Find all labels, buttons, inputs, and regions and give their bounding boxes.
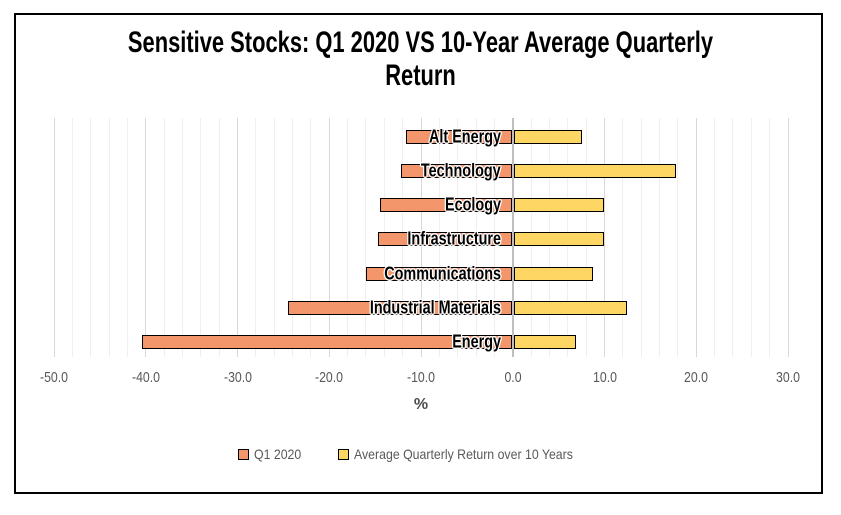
gridline [218, 118, 220, 357]
gridline [71, 118, 73, 357]
gridline [237, 118, 238, 357]
gridline [347, 118, 349, 357]
legend-swatch-average-return [337, 448, 349, 460]
gridline [328, 118, 330, 357]
chart-title-line-1: Sensitive Stocks: Q1 2020 VS 10-Year Ave… [127, 26, 714, 59]
bar-q1-2020-energy [142, 334, 512, 349]
gridline [273, 118, 275, 357]
gridline [145, 118, 147, 357]
legend: Q1 2020 Average Quarterly Return over 10… [0, 446, 841, 462]
gridline [604, 118, 605, 357]
zero-gridline [511, 118, 514, 357]
category-label-infrastructure: Infrastructure [407, 228, 501, 249]
gridline [714, 118, 716, 357]
x-tick-label-30.0: 30.0 [776, 369, 800, 386]
x-tick-label-0.0: 0.0 [504, 369, 522, 386]
plot-area: Alt Energy Technology Ecology Infrastructur… [53, 118, 789, 357]
gridline [695, 118, 697, 357]
bar-average-quarterly-return-over-10-years-ecology [513, 198, 604, 213]
x-axis-title: % [413, 396, 429, 413]
bar-q1-2020-industrial-materials [287, 300, 512, 315]
bar-average-quarterly-return-over-10-years-infrastructure [513, 232, 604, 247]
category-label-technology: Technology [421, 160, 501, 181]
gridline [677, 118, 679, 357]
legend-label-average-return: Average Quarterly Return over 10 Years [353, 446, 573, 462]
bar-q1-2020-communications [365, 266, 512, 281]
bar-average-quarterly-return-over-10-years-alt-energy [513, 130, 583, 144]
gridline [181, 118, 183, 357]
bar-average-quarterly-return-over-10-years-industrial-materials [513, 300, 628, 315]
x-tick-label--50.0: -50.0 [39, 369, 69, 386]
bar-average-quarterly-return-over-10-years-communications [513, 266, 593, 281]
x-tick-label--10.0: -10.0 [406, 369, 436, 386]
gridline [769, 118, 771, 357]
gridline [732, 118, 734, 357]
category-label-ecology: Ecology [444, 194, 501, 215]
chart-title: Sensitive Stocks: Q1 2020 VS 10-Year Ave… [0, 26, 841, 92]
category-label-energy: Energy [451, 331, 501, 352]
gridline [292, 118, 294, 357]
category-label-communications: Communications [383, 263, 501, 284]
gridline [126, 118, 128, 357]
bar-q1-2020-ecology [379, 198, 512, 213]
gridline [622, 118, 624, 357]
gridline [53, 118, 55, 357]
x-axis-tick-labels: -50.0 -40.0 -30.0 -20.0 -10.0 0.0 10.0 20.0 30.0 [40, 369, 800, 387]
x-tick-label--40.0: -40.0 [131, 369, 160, 386]
legend-item-average-return: Average Quarterly Return over 10 Years [337, 446, 603, 462]
gridline [640, 118, 642, 357]
category-label-alt-energy: Alt Energy [428, 126, 501, 147]
gridline [659, 118, 661, 357]
x-tick-label-10.0: 10.0 [592, 369, 617, 386]
legend-item-q1-2020: Q1 2020 [238, 446, 308, 462]
bar-average-quarterly-return-over-10-years-energy [513, 334, 577, 349]
gridline [108, 118, 110, 357]
legend-swatch-q1-2020 [238, 448, 250, 460]
bar-q1-2020-technology [400, 164, 512, 179]
gridline [163, 118, 165, 357]
gridline [750, 118, 752, 357]
bar-q1-2020-alt-energy [406, 130, 512, 144]
x-tick-label--20.0: -20.0 [315, 369, 344, 386]
x-tick-label-20.0: 20.0 [684, 369, 709, 386]
gridline [365, 118, 367, 357]
legend-label-q1-2020: Q1 2020 [254, 446, 302, 462]
gridline [787, 118, 789, 357]
gridline [310, 118, 312, 357]
x-tick-label--30.0: -30.0 [223, 369, 252, 386]
gridline [255, 118, 257, 357]
category-label-industrial-materials: Industrial Materials [369, 297, 501, 318]
gridline [90, 118, 92, 357]
chart-title-line-2: Return [385, 59, 456, 92]
bar-average-quarterly-return-over-10-years-technology [513, 164, 677, 179]
bar-q1-2020-infrastructure [377, 232, 512, 247]
gridline [200, 118, 202, 357]
chart-border-frame [14, 13, 823, 494]
